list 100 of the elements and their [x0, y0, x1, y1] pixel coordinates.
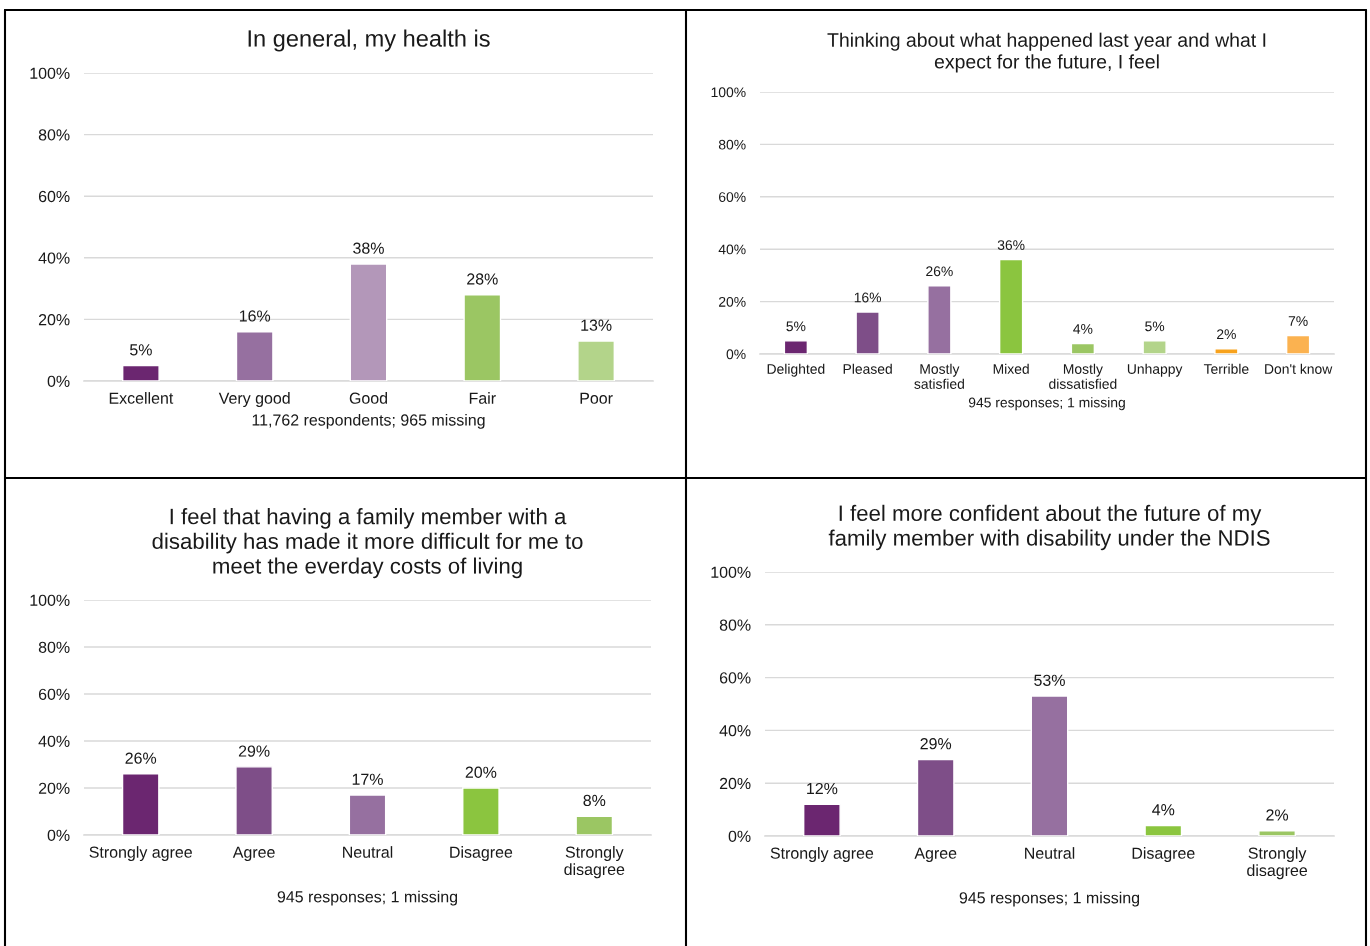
x-tick-label: Poor	[580, 392, 613, 404]
bar	[575, 815, 614, 835]
data-label: 26%	[125, 752, 157, 764]
data-label: 2%	[1266, 809, 1289, 821]
bar	[463, 294, 502, 381]
bar	[1214, 348, 1239, 354]
y-tick-label: 0%	[47, 829, 70, 841]
y-tick-label: 80%	[38, 129, 70, 141]
x-tick-label: Disagree	[1132, 847, 1195, 862]
data-label: 12%	[807, 782, 838, 795]
x-tick-label: Delighted	[767, 363, 825, 377]
data-label: 2%	[1217, 329, 1236, 340]
x-tick-label: Pleased	[843, 363, 892, 374]
bar	[121, 773, 160, 835]
x-tick-label: Neutral	[343, 846, 393, 858]
data-label: 16%	[239, 310, 271, 322]
bar	[1285, 334, 1311, 354]
bar	[998, 258, 1024, 354]
x-tick-label: Mostly dissatisfied	[1049, 363, 1117, 389]
x-tick-label: Disagree	[450, 846, 513, 861]
x-tick-label: Agree	[914, 847, 957, 862]
data-label: 16%	[854, 292, 882, 303]
y-tick-label: 20%	[38, 314, 70, 326]
y-tick-label: 100%	[711, 566, 751, 578]
x-tick-label: Unhappy	[1127, 363, 1183, 377]
data-label: 17%	[352, 773, 383, 785]
bar	[916, 758, 955, 836]
bar	[1258, 830, 1297, 836]
x-tick-label: Strongly agree	[89, 846, 192, 861]
data-label: 7%	[1288, 316, 1308, 326]
bar	[462, 787, 500, 835]
data-label: 20%	[465, 766, 497, 778]
data-label: 29%	[920, 738, 952, 750]
x-axis-title: 945 responses; 1 missing	[277, 890, 458, 906]
y-tick-label: 80%	[718, 139, 746, 150]
data-label: 26%	[926, 266, 953, 277]
data-label: 5%	[130, 344, 152, 356]
y-tick-label: 100%	[711, 87, 746, 98]
y-tick-label: 40%	[718, 244, 746, 255]
y-tick-label: 40%	[719, 725, 751, 737]
bar	[802, 803, 841, 836]
y-tick-label: 60%	[719, 672, 751, 684]
data-label: 5%	[786, 321, 806, 332]
bar	[235, 766, 273, 835]
x-tick-label: Good	[349, 392, 388, 404]
y-tick-label: 20%	[38, 782, 70, 794]
data-label: 4%	[1152, 804, 1175, 816]
bar	[855, 311, 880, 354]
x-tick-label: Don't know	[1265, 363, 1333, 374]
x-tick-label: Fair	[469, 392, 496, 404]
data-label: 5%	[1145, 321, 1165, 332]
y-tick-label: 60%	[38, 190, 70, 203]
data-label: 36%	[997, 240, 1025, 250]
bar	[1142, 340, 1167, 354]
y-tick-label: 0%	[47, 375, 70, 387]
y-tick-label: 40%	[38, 252, 70, 264]
data-label: 8%	[583, 794, 606, 807]
y-tick-label: 80%	[719, 619, 751, 631]
chart-title: I feel that having a family member with a disability has made it more difficult for me to meet the everday costs of living	[152, 508, 583, 579]
y-tick-label: 0%	[728, 830, 751, 842]
data-label: 28%	[467, 273, 498, 285]
chart-title: Thinking about what happened last year and what I expect for the future, I feel	[827, 32, 1266, 73]
y-tick-label: 60%	[719, 192, 746, 202]
x-tick-label: Strongly disagree	[564, 846, 625, 879]
x-axis-title: 11,762 respondents; 965 missing	[252, 413, 485, 429]
data-label: 13%	[581, 319, 612, 331]
y-tick-label: 80%	[38, 641, 70, 653]
x-axis-title: 945 responses; 1 missing	[968, 397, 1125, 411]
bar	[1070, 342, 1096, 354]
x-tick-label: Mixed	[993, 363, 1029, 374]
data-label: 29%	[238, 745, 270, 757]
y-tick-label: 20%	[719, 296, 746, 307]
data-label: 38%	[353, 242, 384, 254]
y-tick-label: 100%	[30, 67, 70, 79]
x-tick-label: Mostly satisfied	[914, 363, 964, 389]
bar	[1144, 824, 1183, 836]
bar	[577, 340, 616, 381]
x-tick-label: Agree	[232, 846, 275, 861]
y-tick-label: 20%	[719, 777, 751, 790]
chart-title: I feel more confident about the future of my family member with disability under the NDIS	[828, 504, 1270, 551]
bar	[121, 364, 160, 381]
bar	[235, 331, 274, 381]
x-axis-title: 945 responses; 1 missing	[959, 891, 1140, 907]
y-tick-label: 0%	[726, 349, 746, 360]
data-label: 4%	[1073, 324, 1093, 334]
bar	[349, 263, 388, 381]
y-tick-label: 40%	[38, 735, 70, 747]
x-tick-label: Excellent	[109, 392, 174, 404]
data-label: 53%	[1034, 674, 1065, 686]
x-tick-label: Terrible	[1203, 363, 1249, 374]
x-tick-label: Strongly agree	[770, 847, 874, 862]
y-tick-label: 100%	[30, 594, 70, 606]
bar	[1030, 695, 1069, 836]
chart-title: In general, my health is	[248, 29, 490, 52]
bar	[927, 285, 952, 354]
bar	[783, 340, 809, 354]
bar	[348, 794, 387, 835]
y-tick-label: 60%	[38, 688, 70, 700]
x-tick-label: Strongly disagree	[1247, 847, 1308, 880]
x-tick-label: Neutral	[1025, 847, 1075, 859]
